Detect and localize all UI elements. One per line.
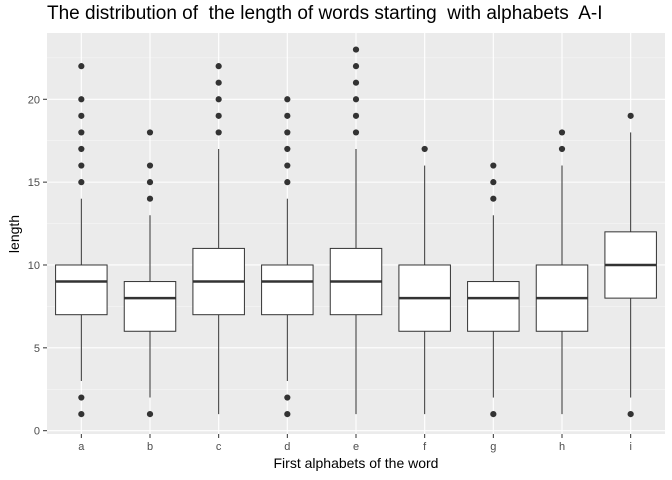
outlier-point: [215, 96, 222, 103]
x-tick-label: h: [559, 441, 565, 453]
outlier-point: [284, 179, 291, 186]
outlier-point: [284, 96, 291, 103]
outlier-point: [146, 179, 154, 186]
outlier-point: [421, 145, 428, 153]
outlier-point: [146, 162, 154, 169]
outlier-point: [627, 112, 634, 119]
chart-title: The distribution of the length of words …: [47, 3, 603, 24]
y-tick-label: 15: [28, 177, 40, 189]
outlier-point: [627, 411, 634, 418]
x-tick-label: f: [423, 441, 427, 453]
outlier-point: [352, 46, 360, 53]
outlier-point: [78, 112, 85, 119]
outlier-point: [215, 79, 222, 86]
outlier-point: [146, 411, 154, 418]
x-axis-label: First alphabets of the word: [273, 455, 439, 471]
x-tick-label: a: [78, 441, 85, 453]
outlier-point: [78, 394, 85, 401]
outlier-point: [78, 162, 85, 169]
x-tick-label: c: [216, 441, 222, 453]
outlier-point: [215, 129, 222, 136]
outlier-point: [352, 63, 360, 70]
outlier-point: [78, 96, 85, 103]
outlier-point: [352, 112, 360, 119]
outlier-point: [558, 145, 566, 153]
outlier-point: [284, 162, 291, 169]
box-a: [55, 264, 108, 316]
outlier-point: [352, 129, 360, 136]
y-tick-label: 5: [34, 343, 40, 355]
outlier-point: [284, 394, 291, 401]
outlier-point: [78, 129, 85, 136]
y-axis-label: length: [6, 214, 22, 254]
x-tick-label: d: [284, 441, 290, 453]
outlier-point: [490, 162, 497, 169]
x-tick-label: g: [490, 441, 496, 453]
outlier-point: [215, 112, 222, 119]
y-tick-label: 0: [34, 426, 40, 438]
x-tick-label: i: [629, 441, 631, 453]
box-b: [123, 281, 177, 332]
outlier-point: [284, 411, 291, 418]
y-tick-label: 10: [28, 260, 40, 272]
box-g: [467, 281, 520, 332]
outlier-point: [284, 112, 291, 119]
x-tick-label: b: [147, 441, 153, 453]
outlier-point: [284, 145, 291, 153]
x-tick-label: e: [353, 441, 359, 453]
outlier-point: [352, 96, 360, 103]
outlier-point: [558, 129, 566, 136]
outlier-point: [78, 63, 85, 70]
outlier-point: [215, 63, 222, 70]
outlier-point: [146, 129, 154, 136]
outlier-point: [284, 129, 291, 136]
outlier-point: [78, 145, 85, 153]
outlier-point: [78, 179, 85, 186]
outlier-point: [490, 195, 497, 202]
box-d: [261, 264, 314, 316]
y-tick-label: 20: [28, 94, 40, 106]
outlier-point: [490, 411, 497, 418]
outlier-point: [352, 79, 360, 86]
outlier-point: [146, 195, 154, 202]
outlier-point: [78, 411, 85, 418]
outlier-point: [490, 179, 497, 186]
